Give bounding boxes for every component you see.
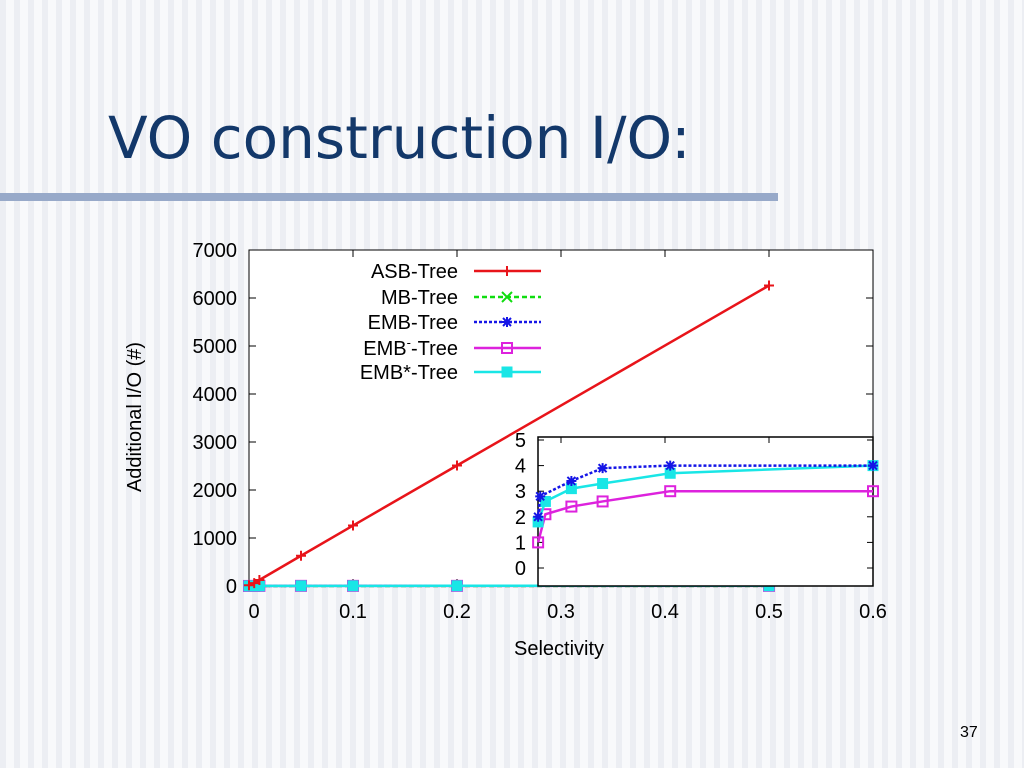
y-tick-label: 1000: [193, 528, 238, 550]
star-marker-icon: [868, 460, 878, 471]
plus-marker-icon: [244, 580, 254, 591]
inset-data-point: [532, 536, 545, 549]
inset-data-point: [597, 478, 609, 490]
open-square-marker-icon: [565, 500, 578, 513]
star-marker-icon: [566, 475, 577, 486]
y-axis-label: Additional I/O (#): [124, 342, 146, 492]
legend-marker: [502, 266, 512, 276]
y-tick-label: 7000: [193, 240, 238, 262]
x-tick-label: 0.2: [443, 601, 471, 623]
data-point: [295, 580, 307, 592]
slide-title: VO construction I/O:: [108, 104, 691, 172]
inset-y-tick-label: 0: [515, 558, 526, 580]
inset-y-tick-label: 5: [515, 430, 526, 452]
data-point: [296, 550, 306, 561]
data-point: [244, 580, 254, 591]
legend-marker: [501, 342, 513, 354]
x-axis-label: Selectivity: [514, 638, 604, 660]
data-point: [452, 460, 462, 471]
title-rule: [0, 193, 778, 201]
page-number: 37: [960, 724, 978, 741]
data-point: [451, 580, 463, 592]
y-tick-label: 4000: [193, 384, 238, 406]
legend-marker: [501, 291, 513, 303]
plus-marker-icon: [254, 575, 265, 585]
data-point: [249, 578, 260, 589]
inset-data-point: [566, 475, 577, 486]
open-square-marker-icon: [532, 536, 545, 549]
inset-data-point: [597, 463, 608, 474]
y-tick-label: 3000: [193, 432, 238, 454]
star-marker-icon: [533, 511, 544, 522]
inset-data-point: [565, 500, 578, 513]
star-marker-icon: [535, 491, 546, 502]
inset-data-point: [664, 485, 677, 498]
inset-data-point: [665, 460, 676, 471]
legend-label: EMB*-Tree: [360, 362, 458, 384]
open-square-marker-icon: [501, 342, 513, 354]
plus-marker-icon: [764, 280, 774, 291]
y-tick-label: 2000: [193, 480, 238, 502]
x-tick-label: 0.1: [339, 601, 367, 623]
y-tick-label: 5000: [193, 336, 238, 358]
inset-y-tick-label: 2: [515, 507, 526, 529]
open-square-marker-icon: [596, 495, 609, 508]
x-tick-label: 0.5: [755, 601, 783, 623]
inset-data-point: [533, 511, 544, 522]
plus-marker-icon: [296, 550, 306, 561]
inset-data-point: [596, 495, 609, 508]
plus-marker-icon: [249, 578, 260, 589]
x-tick-label: 0: [248, 601, 259, 623]
legend-label: ASB-Tree: [371, 261, 458, 283]
data-point: [764, 280, 774, 291]
data-point: [348, 520, 358, 531]
open-square-marker-icon: [664, 485, 677, 498]
filled-square-marker-icon: [451, 580, 463, 592]
filled-square-marker-icon: [347, 580, 359, 592]
star-marker-icon: [665, 460, 676, 471]
x-tick-label: 0.6: [859, 601, 887, 623]
x-tick-label: 0.4: [651, 601, 679, 623]
inset-data-point: [868, 460, 878, 471]
inset-y-tick-label: 4: [515, 456, 526, 478]
star-marker-icon: [597, 463, 608, 474]
x-tick-label: 0.3: [547, 601, 575, 623]
filled-square-marker-icon: [295, 580, 307, 592]
inset-data-point: [867, 485, 879, 498]
legend-marker: [502, 317, 512, 327]
plus-marker-icon: [452, 460, 462, 471]
y-tick-label: 0: [226, 576, 237, 598]
y-tick-label: 6000: [193, 288, 238, 310]
inset-plot-area: [537, 436, 874, 587]
plus-marker-icon: [502, 266, 512, 276]
filled-square-marker-icon: [597, 478, 609, 490]
inset-data-point: [535, 491, 546, 502]
legend-label: EMB-Tree: [368, 312, 458, 334]
inset-y-tick-label: 1: [515, 532, 526, 554]
legend-label: EMB--Tree: [363, 335, 458, 360]
open-square-marker-icon: [867, 485, 879, 498]
star-marker-icon: [502, 317, 512, 327]
plus-marker-icon: [348, 520, 358, 531]
cross-marker-icon: [501, 291, 513, 303]
legend-label: MB-Tree: [381, 287, 458, 309]
filled-square-marker-icon: [501, 366, 513, 378]
data-point: [254, 575, 265, 585]
data-point: [347, 580, 359, 592]
inset-y-tick-label: 3: [515, 481, 526, 503]
legend-marker: [501, 366, 513, 378]
